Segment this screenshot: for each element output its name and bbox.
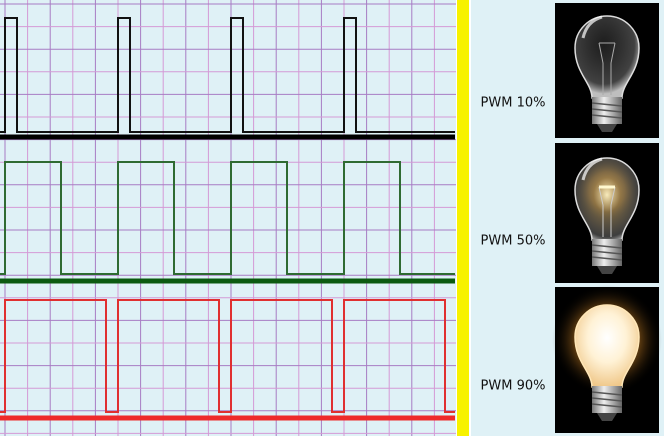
- bulb-dim: [555, 3, 659, 138]
- panel-label: PWM 90%: [481, 379, 546, 394]
- bulb-bright: [552, 285, 662, 433]
- waveforms: [0, 17, 455, 421]
- divider: [457, 0, 469, 436]
- waveform: [0, 17, 455, 133]
- waveform: [0, 299, 455, 413]
- bulb-medium: [555, 143, 659, 283]
- waveform: [0, 161, 455, 275]
- scope-background: [0, 0, 456, 436]
- panel-label: PWM 50%: [481, 234, 546, 249]
- panel-label: PWM 10%: [481, 96, 546, 111]
